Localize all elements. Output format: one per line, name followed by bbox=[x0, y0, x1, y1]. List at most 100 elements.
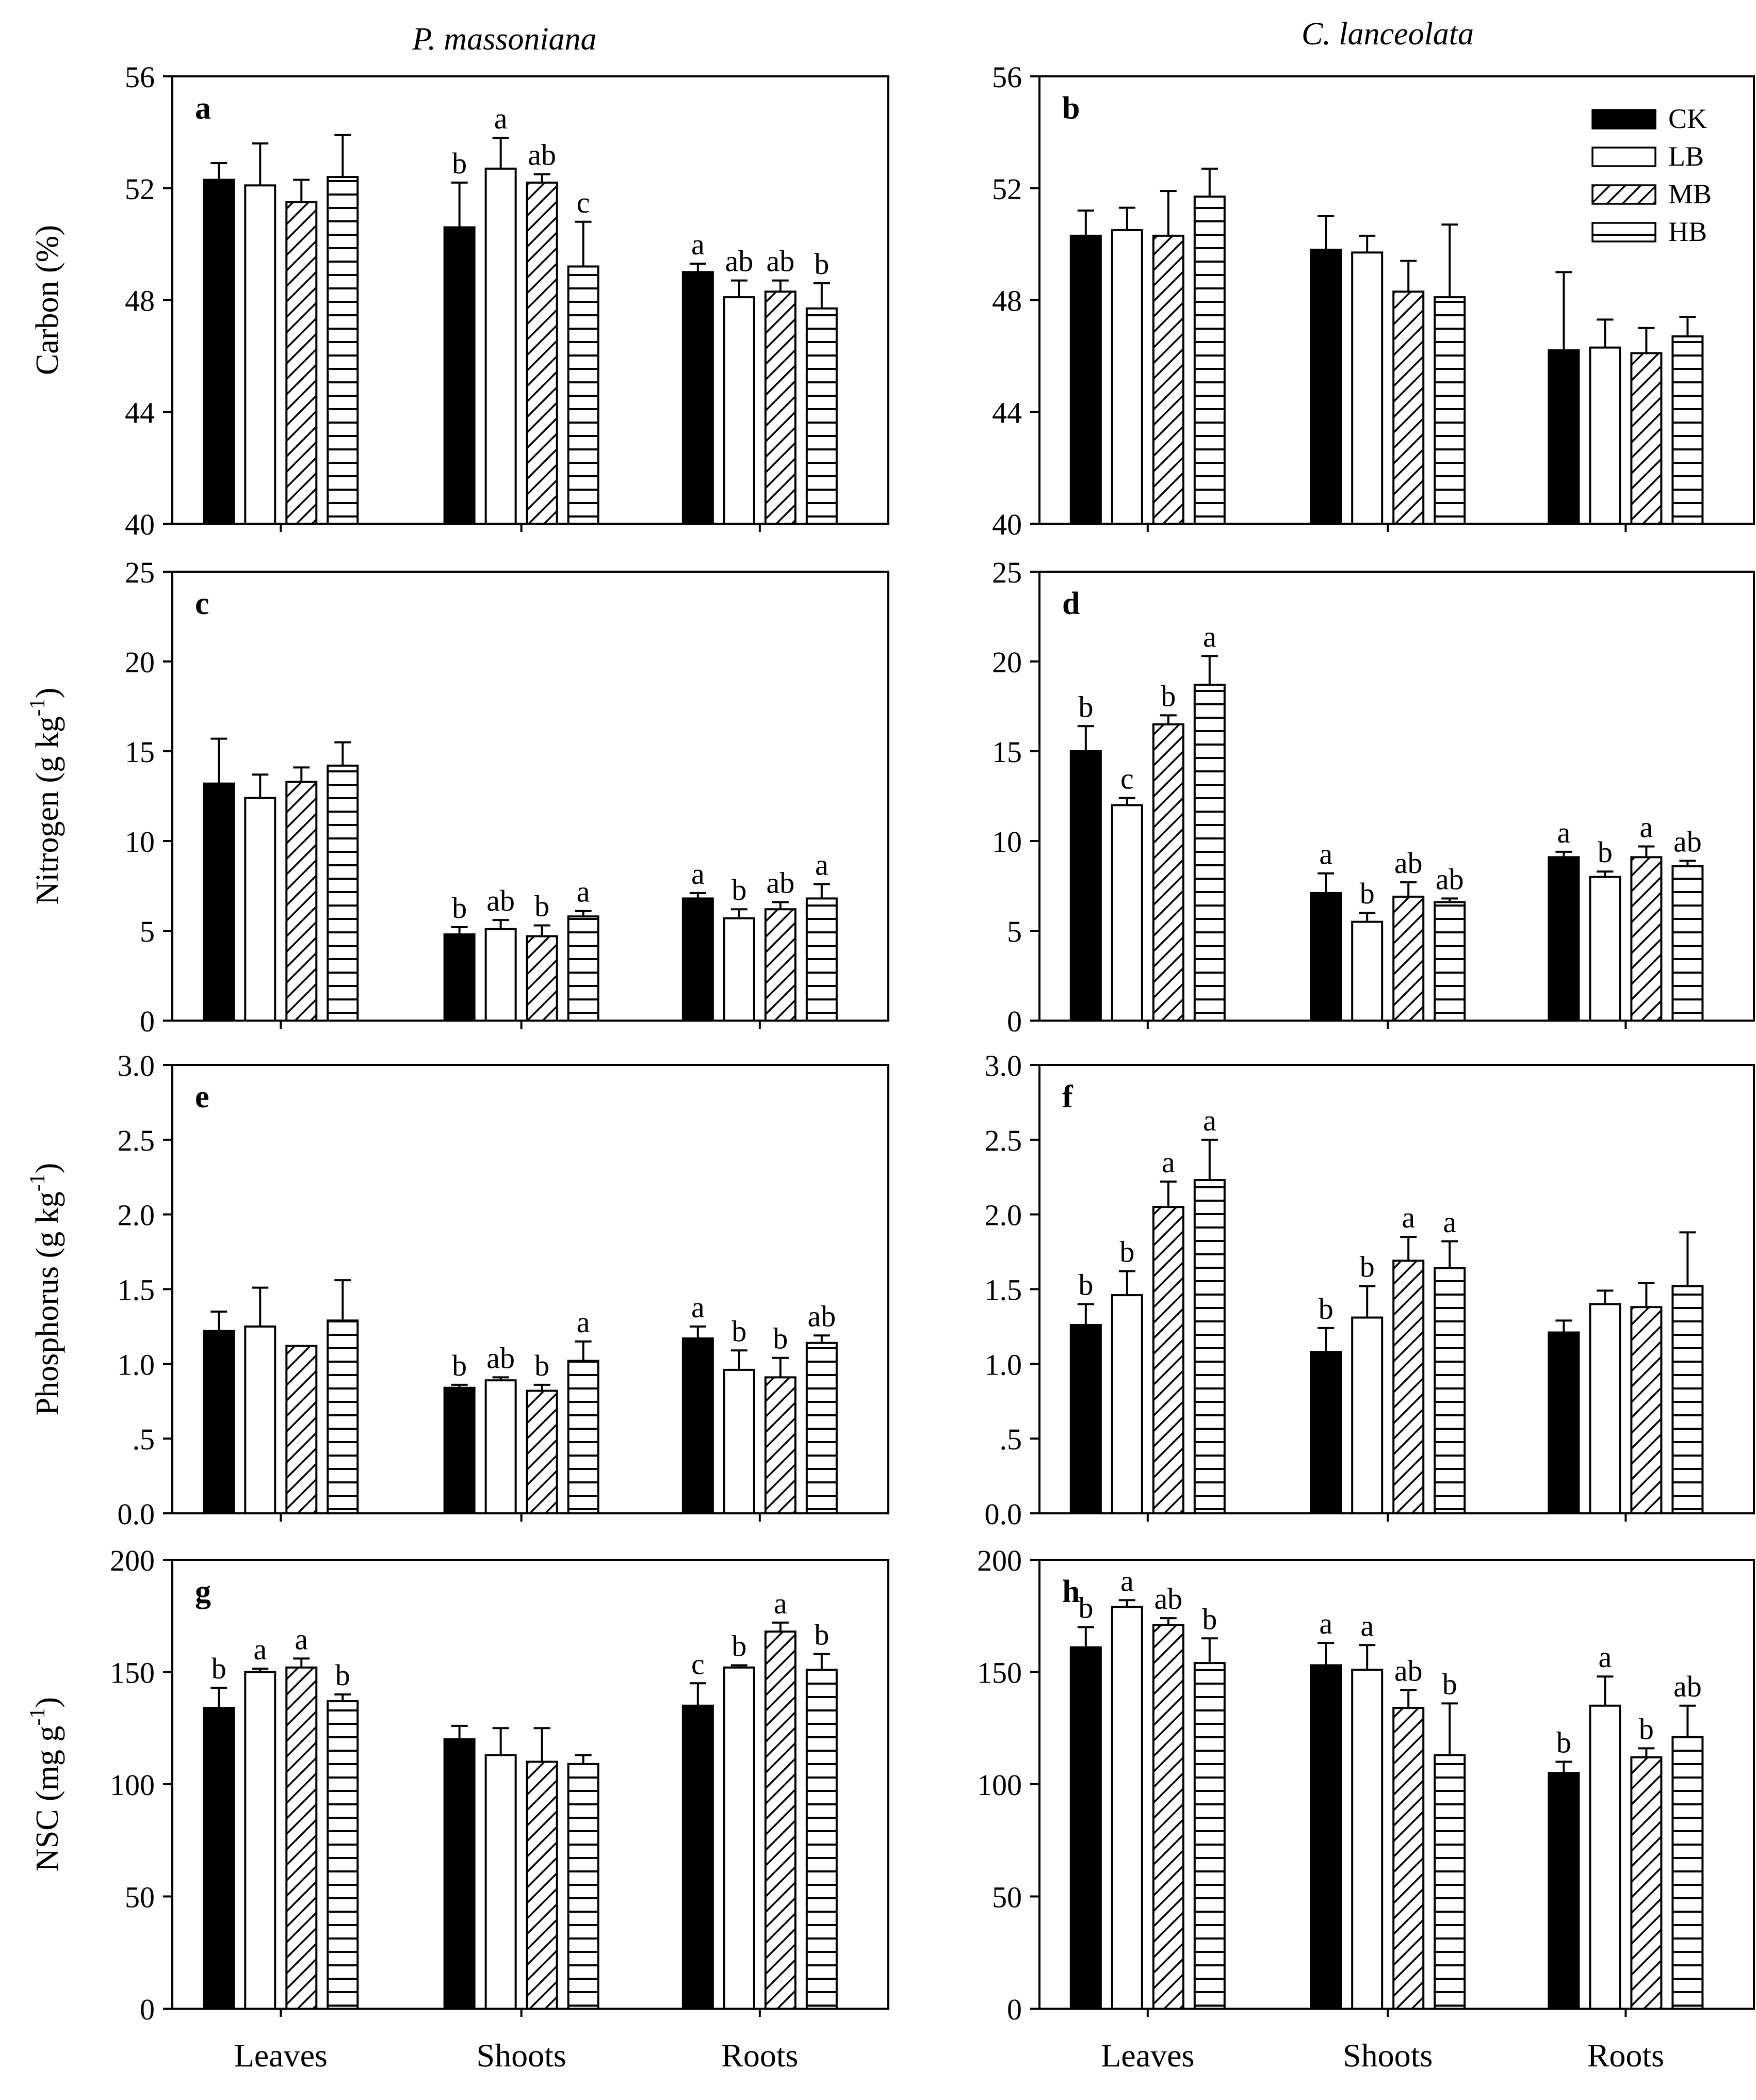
y-tick-label: 2.0 bbox=[118, 1199, 155, 1232]
bar-ck bbox=[681, 1337, 714, 1515]
bar-mb bbox=[285, 1666, 318, 2010]
bar-ck bbox=[443, 226, 476, 525]
y-tick-label: 20 bbox=[125, 645, 155, 679]
significance-letter: b bbox=[1119, 1235, 1134, 1269]
x-category-label: Leaves bbox=[1101, 2037, 1194, 2074]
bar-lb bbox=[1589, 1303, 1621, 1514]
y-tick-label: 2.5 bbox=[985, 1124, 1022, 1157]
significance-letter: a bbox=[1120, 1564, 1134, 1597]
bar-ck bbox=[443, 1386, 476, 1514]
x-category-label: Shoots bbox=[1343, 2037, 1433, 2074]
bar-hb bbox=[1193, 684, 1226, 1022]
significance-letter: b bbox=[1078, 1268, 1093, 1301]
bar-ck bbox=[1069, 1646, 1102, 2010]
y-tick-label: 40 bbox=[992, 508, 1022, 541]
significance-letter: ab bbox=[725, 245, 753, 278]
significance-letter: ab bbox=[1673, 1670, 1702, 1703]
bar-ck bbox=[1069, 234, 1102, 525]
significance-letter: b bbox=[1556, 1726, 1571, 1759]
significance-letter: a bbox=[1557, 816, 1571, 849]
bar-ck bbox=[1548, 1331, 1580, 1515]
y-tick-label: 100 bbox=[977, 1768, 1022, 1802]
bar-lb bbox=[723, 917, 755, 1022]
bar-lb bbox=[1351, 920, 1384, 1022]
bar-ck bbox=[1548, 1772, 1580, 2010]
y-tick-label: 48 bbox=[125, 284, 155, 318]
bar-mb bbox=[764, 908, 796, 1022]
bar-lb bbox=[1589, 876, 1621, 1022]
significance-letter: b bbox=[534, 890, 549, 923]
y-tick-label: .5 bbox=[1000, 1423, 1022, 1456]
y-tick-label: 5 bbox=[140, 915, 155, 948]
y-tick-label: 52 bbox=[125, 172, 155, 206]
significance-letter: a bbox=[1162, 1145, 1175, 1179]
bar-lb bbox=[244, 797, 277, 1022]
bar-lb bbox=[1351, 251, 1384, 525]
bar-lb bbox=[1589, 1704, 1621, 2010]
significance-letter: b bbox=[731, 1314, 746, 1348]
significance-letter: a bbox=[577, 1305, 590, 1339]
significance-letter: ab bbox=[1394, 1654, 1423, 1687]
legend-swatch-ck bbox=[1591, 109, 1656, 130]
bar-ck bbox=[203, 782, 235, 1022]
column-title-right: C. lanceolata bbox=[1302, 17, 1474, 52]
bar-ck bbox=[1310, 1351, 1342, 1514]
bar-ck bbox=[1069, 1324, 1102, 1515]
significance-letter: a bbox=[774, 1587, 787, 1620]
bar-hb bbox=[1671, 335, 1704, 525]
y-tick-label: 0.0 bbox=[118, 1497, 155, 1531]
bar-mb bbox=[1392, 1707, 1425, 2010]
y-tick-label: 0 bbox=[1007, 1993, 1022, 2026]
y-tick-label: 50 bbox=[125, 1881, 155, 1914]
bar-hb bbox=[1193, 1179, 1226, 1514]
y-tick-label: 56 bbox=[125, 60, 155, 94]
y-tick-label: 15 bbox=[992, 735, 1022, 769]
significance-letter: ab bbox=[1436, 862, 1464, 896]
significance-letter: b bbox=[814, 247, 829, 281]
significance-letter: b bbox=[731, 873, 746, 907]
significance-letter: c bbox=[577, 186, 590, 219]
y-axis-label: Nitrogen (g kg-1) bbox=[26, 688, 65, 905]
significance-letter: a bbox=[295, 1622, 308, 1656]
bar-mb bbox=[764, 1630, 796, 2010]
bar-lb bbox=[484, 928, 517, 1022]
bar-mb bbox=[764, 290, 796, 525]
bar-lb bbox=[244, 1671, 277, 2010]
bar-ck bbox=[1310, 892, 1342, 1022]
legend-label: HB bbox=[1668, 216, 1707, 247]
x-category-label: Shoots bbox=[477, 2037, 566, 2074]
bar-lb bbox=[723, 296, 755, 525]
bar-mb bbox=[764, 1376, 796, 1514]
panel-letter: e bbox=[195, 1079, 209, 1114]
column-title-left: P. massoniana bbox=[412, 22, 596, 57]
significance-letter: ab bbox=[486, 884, 515, 917]
significance-letter: b bbox=[1202, 1602, 1217, 1636]
bar-lb bbox=[1351, 1669, 1384, 2010]
y-tick-label: 0 bbox=[1007, 1005, 1022, 1038]
bar-hb bbox=[567, 1360, 599, 1515]
bar-ck bbox=[203, 1330, 235, 1515]
bar-lb bbox=[723, 1666, 755, 2010]
bar-hb bbox=[327, 1319, 359, 1515]
significance-letter: b bbox=[534, 1349, 549, 1382]
legend-swatch-mb bbox=[1591, 184, 1656, 205]
y-tick-label: 150 bbox=[110, 1656, 155, 1690]
panel-letter: b bbox=[1062, 91, 1080, 126]
bar-ck bbox=[203, 179, 235, 525]
y-axis-label: Carbon (%) bbox=[30, 225, 65, 375]
bar-hb bbox=[1193, 1662, 1226, 2010]
bar-hb bbox=[1193, 196, 1226, 525]
bar-lb bbox=[1111, 804, 1143, 1022]
significance-letter: ab bbox=[1394, 846, 1423, 880]
panel-letter: a bbox=[195, 91, 211, 126]
y-tick-label: 10 bbox=[125, 825, 155, 859]
panel-letter: c bbox=[195, 586, 209, 621]
x-category-label: Roots bbox=[1587, 2037, 1664, 2074]
bar-mb bbox=[1152, 234, 1184, 525]
bar-hb bbox=[1434, 296, 1466, 525]
bar-hb bbox=[1671, 1736, 1704, 2010]
bar-ck bbox=[443, 1738, 476, 2010]
significance-letter: a bbox=[815, 848, 828, 882]
